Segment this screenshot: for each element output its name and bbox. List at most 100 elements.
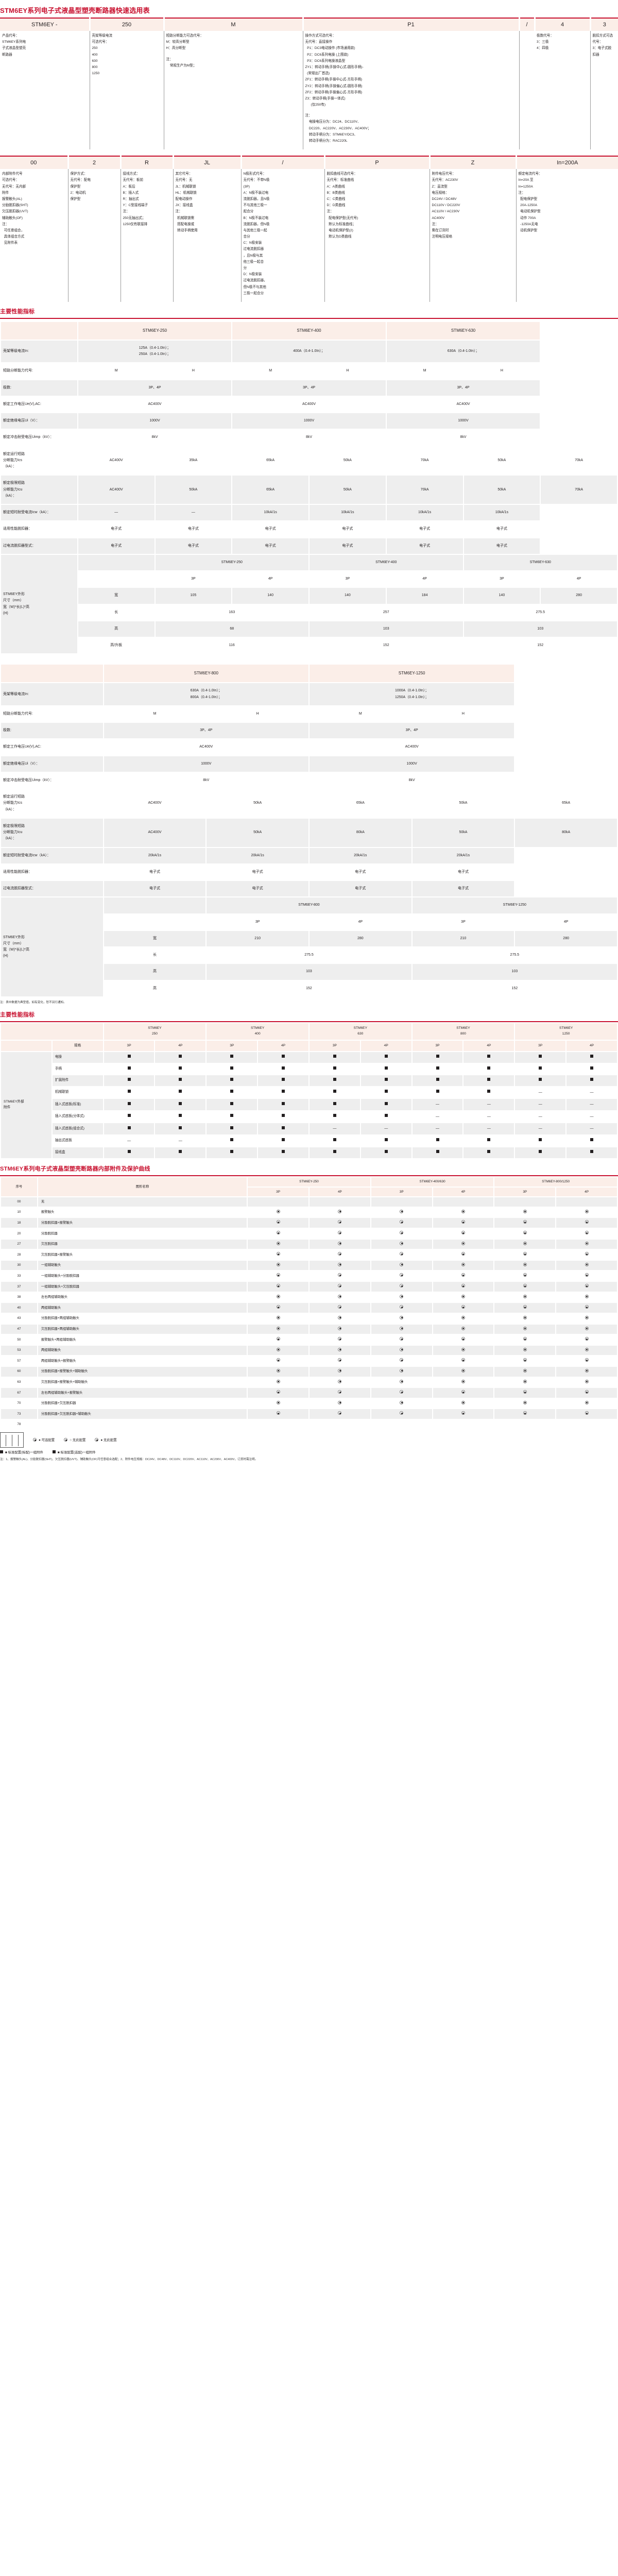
filled-square-icon (539, 1138, 542, 1142)
acc-mark-cell (359, 1098, 413, 1111)
dim-cell: 105 (154, 587, 233, 605)
availability-dot-icon (276, 1284, 280, 1288)
int-row-name: 两组辅助触头 (37, 1344, 248, 1357)
acc-mark-cell (514, 1146, 567, 1159)
perf-ics-voltage: AC400V (102, 788, 207, 819)
acc-mark-cell (565, 1146, 618, 1159)
acc-mark-cell (565, 1134, 618, 1148)
acc-pole-9: 4P (565, 1039, 618, 1053)
filled-square-icon (487, 1066, 491, 1070)
perf-trip-cell: 电子式 (154, 520, 233, 538)
filled-square-icon (127, 1150, 131, 1154)
code2-desc-npole: N极形式代号： 无代号：不带N极 (3P) A：N极不装过电 流脱扣器，且N极 不与其他三… (241, 169, 325, 302)
code-selection-table-2: 00 2 R JL / P Z In=200A 内部附件代号 可选代号： 无代号：无… (0, 156, 618, 302)
legend-item-0 (0, 1432, 24, 1448)
int-mark-cell (555, 1387, 618, 1399)
acc-corner (0, 1022, 104, 1041)
availability-dot-icon (585, 1241, 589, 1245)
availability-dot-icon (461, 1368, 465, 1372)
availability-dot-icon (400, 1209, 404, 1213)
availability-dot-icon (276, 1273, 280, 1277)
filled-square-icon (539, 1055, 542, 1058)
filled-square-icon (179, 1078, 182, 1081)
code-cell-product: STM6EY - (0, 18, 91, 31)
dim-model-1: STM6EY-1250 (411, 896, 618, 914)
availability-dot-icon (400, 1273, 404, 1277)
int-mark-cell (555, 1397, 618, 1410)
int-mark-cell (370, 1344, 433, 1357)
int-mark-cell (493, 1270, 557, 1282)
dim-row-name: 高 (102, 963, 207, 981)
perf-trip-cell: 电子式 (231, 520, 310, 538)
int-mark-cell (493, 1323, 557, 1335)
int-mark-cell (247, 1376, 310, 1388)
perf-mech-cell: 电子式 (385, 537, 464, 555)
int-mark-cell (555, 1206, 618, 1218)
acc-mark-cell: — (359, 1122, 413, 1136)
perf-icu-cell: 50kA (205, 817, 310, 848)
perf-cell: 3P、4P (77, 379, 233, 397)
int-mark-cell (370, 1249, 433, 1261)
acc-mark-cell (257, 1146, 310, 1159)
acc-mark-cell (308, 1098, 361, 1111)
acc-mark-cell: — (308, 1122, 361, 1136)
int-sub-3: 4P (432, 1186, 495, 1198)
dim-pole-row: 3P 4P 3P 4P (1, 913, 618, 931)
perf-model-1: STM6EY-1250 (308, 664, 516, 684)
int-mark-cell (432, 1355, 495, 1367)
perf-model-1: STM6EY-400 (231, 320, 387, 341)
availability-dot-icon (461, 1326, 465, 1330)
filled-square-icon (282, 1126, 285, 1129)
perf-cell: M (102, 705, 207, 723)
availability-dot-icon (523, 1400, 527, 1404)
legend2-item-1: ■ 标准配置(选配)一组附件 (52, 1450, 96, 1454)
int-row-no: 57 (0, 1355, 38, 1367)
code-cell-slash: / (519, 18, 536, 31)
dim-pole-0: 3P (154, 570, 233, 588)
internal-title: STM6EY系列电子式液晶型塑壳断路器内部附件及保护曲线 (0, 1166, 150, 1172)
filled-square-icon (179, 1055, 182, 1058)
int-row-name: 两组辅助触头+报警触头 (37, 1355, 248, 1367)
int-mark-cell (308, 1270, 371, 1282)
legend2-label-1: ■ 标准配置(选配)一组附件 (57, 1450, 96, 1454)
availability-dot-icon (276, 1231, 280, 1235)
perf-row-label: 短路分断能力代号: (0, 362, 78, 380)
perf-row-label: 额定绝缘电压Ui（V）： (0, 755, 104, 773)
filled-square-icon (590, 1138, 594, 1142)
perf-life-cell: 20kA/1s (308, 846, 413, 865)
perf-cell: 1000V (77, 412, 233, 430)
filled-square-icon (539, 1150, 542, 1154)
acc-mark-cell (411, 1062, 464, 1076)
dim-corner (77, 553, 156, 572)
int-row: 27 欠压脱扣器 (0, 1238, 618, 1250)
acc-row-name: 插入式底板(分体式) (51, 1110, 104, 1124)
int-row-name: 欠压脱扣器 (37, 1238, 248, 1250)
perf-row-mech: 过电流脱扣器型式： 电子式 电子式 电子式 电子式 电子式 电子式 (0, 537, 617, 555)
availability-dot-icon (523, 1305, 527, 1309)
code2-cell-other: JL (173, 156, 242, 170)
availability-dot-icon (276, 1305, 280, 1309)
acc-mark-cell (359, 1051, 413, 1064)
int-mark-cell (370, 1302, 433, 1314)
int-mark-cell (308, 1249, 371, 1261)
int-sub-4: 3P (493, 1186, 557, 1198)
square-icon-b (52, 1450, 56, 1454)
int-mark-cell (308, 1397, 371, 1410)
int-row-no: 28 (0, 1249, 38, 1261)
availability-dot-icon (585, 1262, 589, 1266)
availability-dot-icon (461, 1315, 465, 1319)
perf-row: 壳架等级电流In: 630A（0.4-1.0In）； 800A（0.4-1.0In）… (0, 682, 617, 706)
filled-square-icon (230, 1114, 234, 1117)
acc-row-name: 接线盒 (51, 1146, 104, 1159)
int-h-name: 图形名称 (37, 1176, 248, 1198)
int-row: 20 分励脱扣器 (0, 1228, 618, 1240)
perf-cell: 8kV (102, 771, 310, 790)
dim-cell: 152 (308, 637, 464, 655)
acc-mark-cell (205, 1110, 259, 1124)
int-row: 47 欠压脱扣器+两组辅助触头 (0, 1323, 618, 1335)
code-header-row-1: STM6EY - 250 M P1 / 4 3 (0, 18, 618, 31)
code2-cell-npole: / (241, 156, 325, 170)
perf-cell: AC400V (231, 395, 387, 414)
perf-cell: M (385, 362, 464, 380)
int-mark-cell (247, 1206, 310, 1218)
